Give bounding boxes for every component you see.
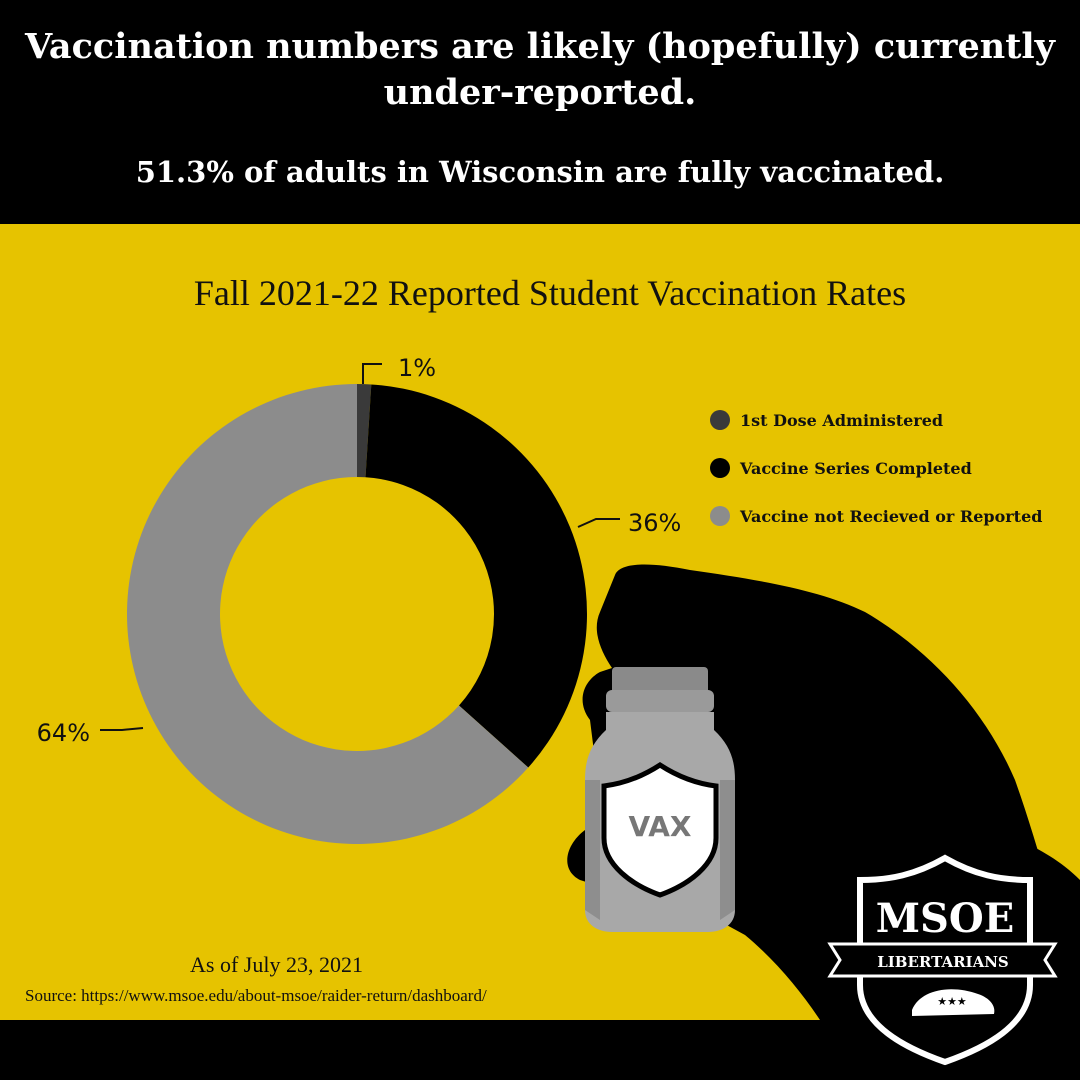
data-label: 64%	[37, 719, 90, 747]
chart-title: Fall 2021-22 Reported Student Vaccinatio…	[193, 273, 907, 313]
leader-line	[577, 518, 620, 528]
header-banner: Vaccination numbers are likely (hopefull…	[0, 0, 1080, 224]
leader-line	[100, 727, 144, 731]
leader-line	[362, 363, 382, 384]
legend-swatch	[710, 410, 730, 430]
as-of-date: As of July 23, 2021	[190, 952, 363, 977]
source-citation: Source: https://www.msoe.edu/about-msoe/…	[25, 986, 487, 1005]
chart-legend: 1st Dose Administered Vaccine Series Com…	[710, 396, 1042, 540]
legend-label: Vaccine not Recieved or Reported	[740, 506, 1043, 526]
legend-label: Vaccine Series Completed	[740, 458, 972, 478]
legend-item: Vaccine Series Completed	[710, 444, 1042, 492]
logo-line2: LIBERTARIANS	[877, 953, 1009, 971]
subline: 51.3% of adults in Wisconsin are fully v…	[135, 155, 945, 189]
data-label: 36%	[628, 509, 681, 537]
svg-text:★★★: ★★★	[937, 995, 967, 1008]
msoe-logo: MSOE LIBERTARIANS ★★★	[827, 854, 1058, 1066]
logo-line1: MSOE	[876, 895, 1015, 942]
donut-chart: 1% 36% 64%	[37, 354, 681, 844]
vial-label: VAX	[628, 810, 691, 843]
headline: Vaccination numbers are likely (hopefull…	[24, 26, 1056, 113]
legend-swatch	[710, 506, 730, 526]
legend-swatch	[710, 458, 730, 478]
legend-item: 1st Dose Administered	[710, 396, 1042, 444]
legend-label: 1st Dose Administered	[740, 410, 944, 430]
pie-slice	[365, 384, 587, 768]
data-label: 1%	[398, 354, 436, 382]
pie-slice	[126, 384, 529, 844]
vaccine-vial-illustration: VAX	[585, 667, 735, 932]
pie-slice	[357, 384, 372, 478]
legend-item: Vaccine not Recieved or Reported	[710, 492, 1042, 540]
